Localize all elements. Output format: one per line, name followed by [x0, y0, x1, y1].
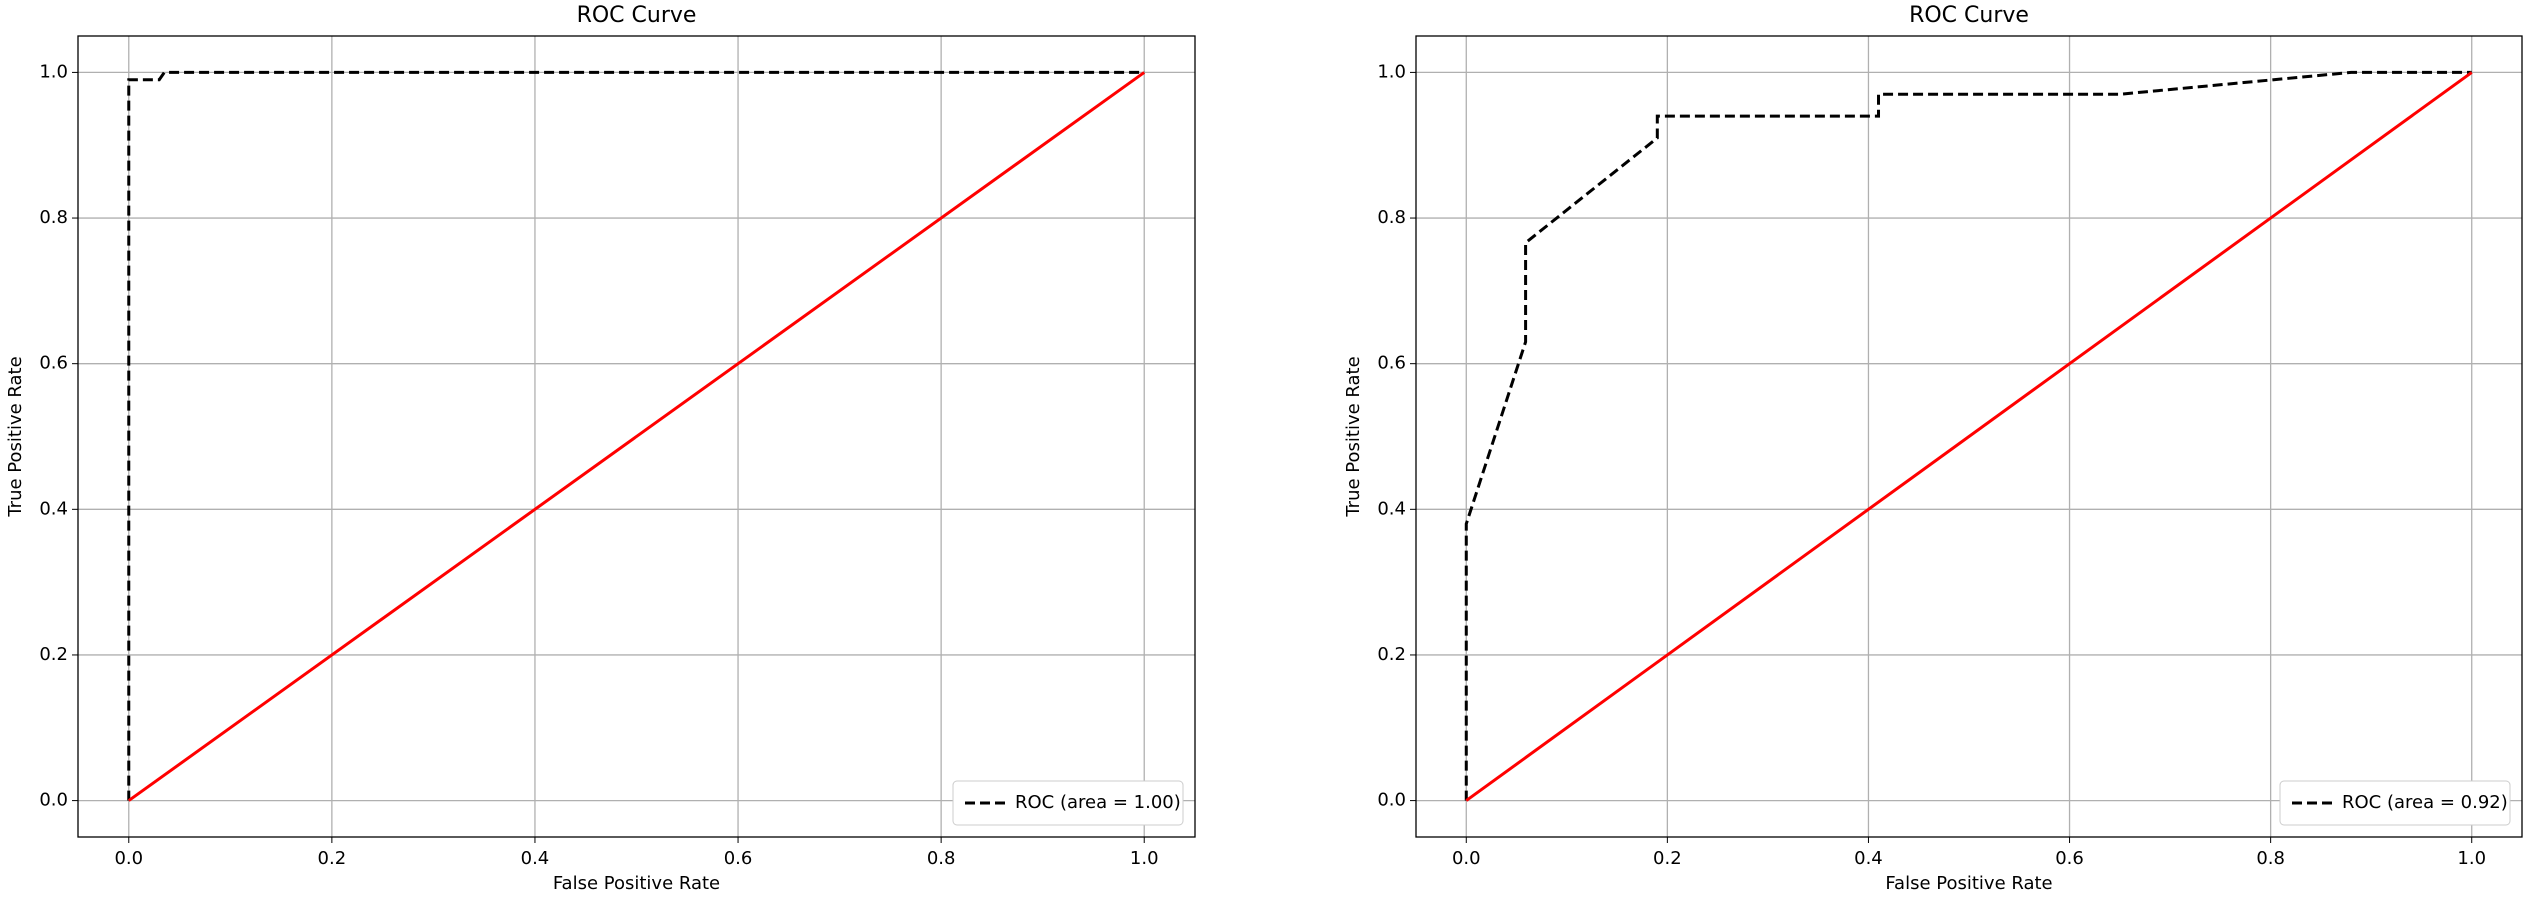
chart: ROC Curve False Positive Rate True Positiv…: [5, 3, 1196, 894]
legend-box: [2279, 780, 2511, 826]
y-tick-label: 0.2: [39, 644, 68, 665]
x-tick-label: 0.2: [318, 848, 347, 869]
y-tick-label: 0.8: [1377, 207, 1406, 228]
line: [1465, 71, 2473, 802]
x-axis-label: False Positive Rate: [1885, 873, 2052, 894]
x-tick-label: 0.8: [2256, 848, 2285, 869]
plot-frame: [77, 35, 1196, 838]
chart-title: ROC Curve: [1909, 3, 2029, 28]
x-tick-label: 0.6: [2055, 848, 2084, 869]
y-tick-label: 1.0: [39, 61, 68, 82]
y-tick-label: 0.4: [39, 498, 68, 519]
line: [127, 71, 1146, 802]
x-axis-label: False Positive Rate: [553, 873, 720, 894]
y-tick-label: 1.0: [1377, 61, 1406, 82]
x-tick-label: 0.8: [927, 848, 956, 869]
x-tick-label: 0.6: [724, 848, 753, 869]
x-tick-label: 0.0: [114, 848, 143, 869]
chart-title: ROC Curve: [577, 3, 697, 28]
y-axis-label: True Positive Rate: [1343, 356, 1364, 517]
legend-label: ROC (area = 1.00): [1015, 792, 1181, 813]
x-tick-label: 0.0: [1452, 848, 1481, 869]
plot-frame: [1415, 35, 2523, 838]
line: [127, 70, 1145, 801]
x-tick-label: 1.0: [2457, 848, 2486, 869]
legend-label: ROC (area = 0.92): [2342, 792, 2508, 813]
x-tick-label: 0.4: [521, 848, 550, 869]
y-tick-label: 0.2: [1377, 644, 1406, 665]
y-tick-label: 0.0: [1377, 790, 1406, 811]
y-axis-label: True Positive Rate: [5, 356, 26, 517]
y-tick-label: 0.0: [39, 790, 68, 811]
y-tick-label: 0.6: [1377, 353, 1406, 374]
x-tick-label: 0.2: [1653, 848, 1682, 869]
chart: ROC Curve False Positive Rate True Positiv…: [1343, 3, 2523, 894]
y-tick-label: 0.6: [39, 353, 68, 374]
line: [1464, 70, 2472, 801]
y-tick-label: 0.8: [39, 207, 68, 228]
y-tick-label: 0.4: [1377, 498, 1406, 519]
x-tick-label: 1.0: [1130, 848, 1159, 869]
x-tick-label: 0.4: [1854, 848, 1883, 869]
legend-box: [952, 780, 1184, 826]
